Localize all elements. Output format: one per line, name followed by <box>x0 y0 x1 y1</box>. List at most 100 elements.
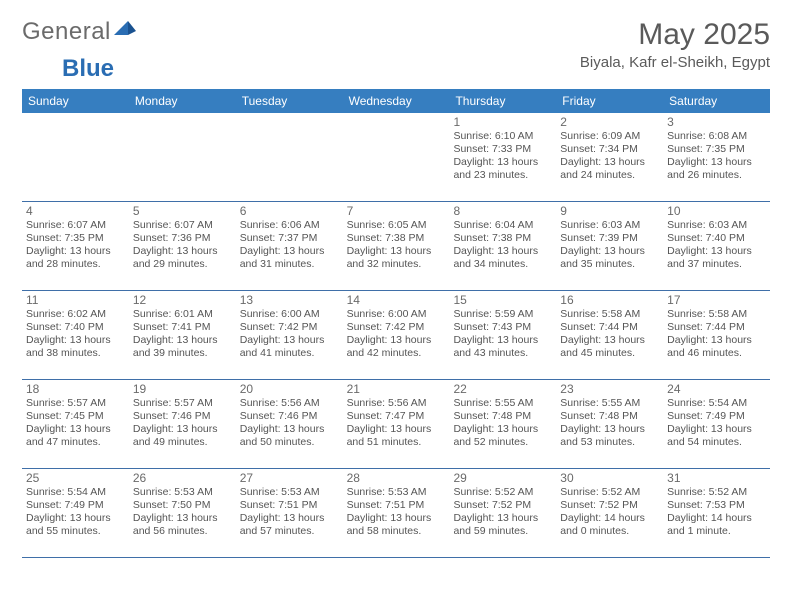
day-number: 12 <box>133 293 232 307</box>
calendar-day-cell: 18Sunrise: 5:57 AMSunset: 7:45 PMDayligh… <box>22 380 129 468</box>
day-info: Sunrise: 5:58 AMSunset: 7:44 PMDaylight:… <box>560 308 659 361</box>
calendar-day-cell: 1Sunrise: 6:10 AMSunset: 7:33 PMDaylight… <box>449 113 556 201</box>
calendar-day-cell: 16Sunrise: 5:58 AMSunset: 7:44 PMDayligh… <box>556 291 663 379</box>
day-number: 17 <box>667 293 766 307</box>
logo: General <box>22 18 138 46</box>
calendar-day-cell <box>129 113 236 201</box>
calendar-day-cell: 15Sunrise: 5:59 AMSunset: 7:43 PMDayligh… <box>449 291 556 379</box>
day-number: 28 <box>347 471 446 485</box>
calendar-day-cell: 9Sunrise: 6:03 AMSunset: 7:39 PMDaylight… <box>556 202 663 290</box>
calendar: SundayMondayTuesdayWednesdayThursdayFrid… <box>22 89 770 558</box>
day-number: 13 <box>240 293 339 307</box>
day-number: 27 <box>240 471 339 485</box>
weekday-header: Thursday <box>449 89 556 113</box>
day-info: Sunrise: 6:00 AMSunset: 7:42 PMDaylight:… <box>240 308 339 361</box>
calendar-day-cell: 17Sunrise: 5:58 AMSunset: 7:44 PMDayligh… <box>663 291 770 379</box>
calendar-day-cell: 27Sunrise: 5:53 AMSunset: 7:51 PMDayligh… <box>236 469 343 557</box>
day-number: 5 <box>133 204 232 218</box>
day-number: 22 <box>453 382 552 396</box>
day-info: Sunrise: 6:02 AMSunset: 7:40 PMDaylight:… <box>26 308 125 361</box>
day-info: Sunrise: 6:06 AMSunset: 7:37 PMDaylight:… <box>240 219 339 272</box>
calendar-day-cell: 20Sunrise: 5:56 AMSunset: 7:46 PMDayligh… <box>236 380 343 468</box>
day-info: Sunrise: 6:07 AMSunset: 7:36 PMDaylight:… <box>133 219 232 272</box>
day-info: Sunrise: 5:52 AMSunset: 7:52 PMDaylight:… <box>560 486 659 539</box>
calendar-week-row: 25Sunrise: 5:54 AMSunset: 7:49 PMDayligh… <box>22 469 770 558</box>
day-info: Sunrise: 5:56 AMSunset: 7:47 PMDaylight:… <box>347 397 446 450</box>
day-info: Sunrise: 5:53 AMSunset: 7:51 PMDaylight:… <box>347 486 446 539</box>
title-block: May 2025 Biyala, Kafr el-Sheikh, Egypt <box>580 18 770 71</box>
day-number: 3 <box>667 115 766 129</box>
calendar-day-cell: 2Sunrise: 6:09 AMSunset: 7:34 PMDaylight… <box>556 113 663 201</box>
weekday-header: Monday <box>129 89 236 113</box>
day-number: 26 <box>133 471 232 485</box>
day-number: 31 <box>667 471 766 485</box>
calendar-day-cell: 28Sunrise: 5:53 AMSunset: 7:51 PMDayligh… <box>343 469 450 557</box>
day-info: Sunrise: 5:59 AMSunset: 7:43 PMDaylight:… <box>453 308 552 361</box>
day-info: Sunrise: 5:57 AMSunset: 7:46 PMDaylight:… <box>133 397 232 450</box>
calendar-week-row: 11Sunrise: 6:02 AMSunset: 7:40 PMDayligh… <box>22 291 770 380</box>
day-number: 14 <box>347 293 446 307</box>
day-number: 25 <box>26 471 125 485</box>
day-number: 4 <box>26 204 125 218</box>
weekday-header: Wednesday <box>343 89 450 113</box>
calendar-day-cell: 12Sunrise: 6:01 AMSunset: 7:41 PMDayligh… <box>129 291 236 379</box>
calendar-day-cell: 8Sunrise: 6:04 AMSunset: 7:38 PMDaylight… <box>449 202 556 290</box>
weekday-header: Friday <box>556 89 663 113</box>
day-number: 20 <box>240 382 339 396</box>
day-info: Sunrise: 6:01 AMSunset: 7:41 PMDaylight:… <box>133 308 232 361</box>
calendar-week-row: 18Sunrise: 5:57 AMSunset: 7:45 PMDayligh… <box>22 380 770 469</box>
day-info: Sunrise: 6:03 AMSunset: 7:40 PMDaylight:… <box>667 219 766 272</box>
calendar-day-cell: 6Sunrise: 6:06 AMSunset: 7:37 PMDaylight… <box>236 202 343 290</box>
day-number: 7 <box>347 204 446 218</box>
calendar-day-cell: 5Sunrise: 6:07 AMSunset: 7:36 PMDaylight… <box>129 202 236 290</box>
calendar-day-cell: 4Sunrise: 6:07 AMSunset: 7:35 PMDaylight… <box>22 202 129 290</box>
day-info: Sunrise: 6:00 AMSunset: 7:42 PMDaylight:… <box>347 308 446 361</box>
weekday-header: Tuesday <box>236 89 343 113</box>
calendar-day-cell: 11Sunrise: 6:02 AMSunset: 7:40 PMDayligh… <box>22 291 129 379</box>
day-number: 9 <box>560 204 659 218</box>
calendar-week-row: 1Sunrise: 6:10 AMSunset: 7:33 PMDaylight… <box>22 113 770 202</box>
day-info: Sunrise: 5:53 AMSunset: 7:50 PMDaylight:… <box>133 486 232 539</box>
calendar-day-cell: 7Sunrise: 6:05 AMSunset: 7:38 PMDaylight… <box>343 202 450 290</box>
calendar-day-cell: 26Sunrise: 5:53 AMSunset: 7:50 PMDayligh… <box>129 469 236 557</box>
logo-text-part2: Blue <box>62 55 114 83</box>
day-number: 24 <box>667 382 766 396</box>
day-number: 18 <box>26 382 125 396</box>
day-info: Sunrise: 6:10 AMSunset: 7:33 PMDaylight:… <box>453 130 552 183</box>
day-info: Sunrise: 5:57 AMSunset: 7:45 PMDaylight:… <box>26 397 125 450</box>
location: Biyala, Kafr el-Sheikh, Egypt <box>580 54 770 71</box>
calendar-day-cell: 13Sunrise: 6:00 AMSunset: 7:42 PMDayligh… <box>236 291 343 379</box>
calendar-day-cell: 30Sunrise: 5:52 AMSunset: 7:52 PMDayligh… <box>556 469 663 557</box>
day-info: Sunrise: 5:56 AMSunset: 7:46 PMDaylight:… <box>240 397 339 450</box>
day-info: Sunrise: 6:04 AMSunset: 7:38 PMDaylight:… <box>453 219 552 272</box>
weekday-header: Saturday <box>663 89 770 113</box>
day-number: 11 <box>26 293 125 307</box>
day-number: 29 <box>453 471 552 485</box>
calendar-day-cell: 21Sunrise: 5:56 AMSunset: 7:47 PMDayligh… <box>343 380 450 468</box>
day-number: 23 <box>560 382 659 396</box>
logo-text-part1: General <box>22 18 111 46</box>
logo-triangle-icon <box>114 21 136 44</box>
day-info: Sunrise: 5:53 AMSunset: 7:51 PMDaylight:… <box>240 486 339 539</box>
calendar-day-cell <box>236 113 343 201</box>
calendar-body: 1Sunrise: 6:10 AMSunset: 7:33 PMDaylight… <box>22 113 770 558</box>
day-info: Sunrise: 5:55 AMSunset: 7:48 PMDaylight:… <box>453 397 552 450</box>
calendar-day-cell: 25Sunrise: 5:54 AMSunset: 7:49 PMDayligh… <box>22 469 129 557</box>
day-info: Sunrise: 5:54 AMSunset: 7:49 PMDaylight:… <box>667 397 766 450</box>
calendar-day-cell: 19Sunrise: 5:57 AMSunset: 7:46 PMDayligh… <box>129 380 236 468</box>
day-number: 15 <box>453 293 552 307</box>
day-number: 1 <box>453 115 552 129</box>
calendar-day-cell: 3Sunrise: 6:08 AMSunset: 7:35 PMDaylight… <box>663 113 770 201</box>
day-number: 8 <box>453 204 552 218</box>
calendar-day-cell <box>343 113 450 201</box>
calendar-day-cell <box>22 113 129 201</box>
day-number: 2 <box>560 115 659 129</box>
day-info: Sunrise: 5:55 AMSunset: 7:48 PMDaylight:… <box>560 397 659 450</box>
calendar-day-cell: 22Sunrise: 5:55 AMSunset: 7:48 PMDayligh… <box>449 380 556 468</box>
calendar-day-cell: 14Sunrise: 6:00 AMSunset: 7:42 PMDayligh… <box>343 291 450 379</box>
day-number: 6 <box>240 204 339 218</box>
calendar-day-cell: 23Sunrise: 5:55 AMSunset: 7:48 PMDayligh… <box>556 380 663 468</box>
day-number: 10 <box>667 204 766 218</box>
day-info: Sunrise: 5:54 AMSunset: 7:49 PMDaylight:… <box>26 486 125 539</box>
calendar-day-cell: 24Sunrise: 5:54 AMSunset: 7:49 PMDayligh… <box>663 380 770 468</box>
